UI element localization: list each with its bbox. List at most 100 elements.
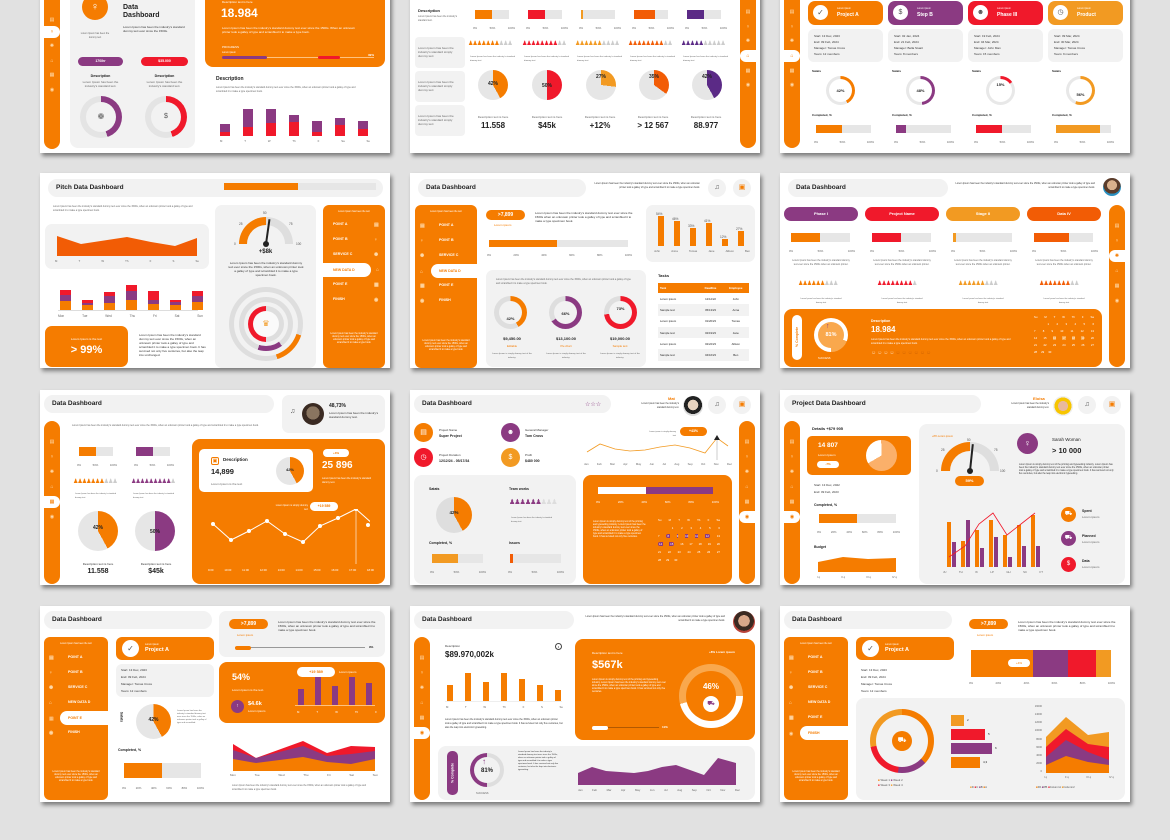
nav-selected[interactable] [40,496,60,508]
slide-data-dashboard-phases[interactable]: Data Dashboard Lorem Ipsum has been the … [780,173,1130,368]
menu-new-data-d[interactable]: ⌂ NEW DATA D [49,700,91,706]
phase-2[interactable]: Project Name [865,207,939,221]
calendar-icon[interactable]: ▦ [49,72,55,78]
trophy-icon[interactable]: ♆ [1115,238,1119,244]
menu-point-b[interactable]: ♆ POINT B [789,670,823,676]
briefcase-icon[interactable]: ⌂ [790,53,794,59]
gear-icon[interactable]: ✺ [49,43,55,49]
menu-point-e[interactable]: ▦ POINT E [789,715,823,721]
slide-data-dashboard-menu-kpi[interactable]: Data Dashboard Lorem Ipsum has been the … [40,606,390,802]
nav-selected[interactable] [410,727,430,739]
chart-icon[interactable]: ▤ [419,655,425,661]
gear-icon[interactable]: ✺ [789,469,795,475]
nav-selected[interactable] [40,26,60,38]
project-header[interactable]: ✓ Lorem ipsum Project A [856,637,954,660]
slide-description-metrics[interactable]: Description Lorem Ipsum has been the ind… [410,0,760,153]
briefcase-icon[interactable]: ⌂ [50,58,54,64]
info-icon[interactable]: • [555,643,562,650]
trophy-icon[interactable]: ♆ [745,454,749,460]
menu-finish[interactable]: ◉ FINISH [49,730,80,736]
briefcase-icon[interactable]: ⌂ [746,53,750,59]
menu-point-e[interactable]: POINT E [60,711,112,725]
briefcase-icon[interactable]: ⌂ [790,484,794,490]
menu-service-c[interactable]: ✺ SERVICE C [49,685,88,691]
phase-3[interactable]: Stage II [946,207,1020,221]
lock-icon[interactable]: ◉ [1114,298,1120,304]
expand-icon[interactable]: ▣ [733,179,751,197]
menu-point-e[interactable]: POINT E ▦ [333,282,379,288]
table-row[interactable]: Lorem ipsum 12/12/22 John [660,296,739,301]
trophy-icon[interactable]: ♆ [420,670,424,676]
menu-point-a[interactable]: ▤ POINT A [420,223,454,229]
menu-point-a[interactable]: POINT A ▤ [333,222,379,228]
gear-icon[interactable]: ✺ [1114,253,1120,259]
menu-point-b[interactable]: POINT B ♆ [333,237,378,243]
chart-icon[interactable]: ▤ [49,17,55,23]
lock-icon[interactable]: ◉ [744,514,750,520]
avatar[interactable] [683,396,703,416]
menu-point-a[interactable]: ▤ POINT A [49,655,83,661]
menu-service-c[interactable]: SERVICE C ✺ [333,252,379,258]
expand-icon[interactable]: ▣ [1103,396,1121,414]
gear-icon[interactable]: ✺ [49,469,55,475]
avatar[interactable] [733,611,755,633]
chart-icon[interactable]: ▤ [49,439,55,445]
slide-data-dashboard-revenue[interactable]: Data Dashboard Lorem Ipsum has been the … [410,606,760,802]
calendar-icon[interactable]: ▦ [419,715,425,721]
calendar-icon[interactable]: ▦ [789,499,795,505]
nav-selected[interactable] [739,511,759,523]
trophy-icon[interactable]: ♆ [746,24,750,30]
menu-point-b[interactable]: ♆ POINT B [420,238,454,244]
menu-point-b[interactable]: ♆ POINT B [49,670,83,676]
menu-finish[interactable]: ◉ FINISH [420,298,451,304]
menu-new-data-d[interactable]: NEW DATA D [323,263,371,277]
menu-finish[interactable]: FINISH ◉ [333,297,379,303]
lock-icon[interactable]: ◉ [745,82,751,88]
menu-point-e[interactable]: ▦ POINT E [420,283,454,289]
menu-service-c[interactable]: ✺ SERVICE C [420,253,459,259]
chart-icon[interactable]: ▤ [789,9,795,15]
trophy-icon[interactable]: ♆ [50,29,54,35]
calendar-icon[interactable]: ▦ [49,499,55,505]
gear-icon[interactable]: ✺ [419,685,425,691]
menu-new-data-d[interactable]: NEW DATA D [431,264,481,278]
briefcase-icon[interactable]: ⌂ [1115,268,1119,274]
slide-pitch-data-dashboard[interactable]: Pitch Data Dashboard Lorem Ipsum has bee… [40,173,390,368]
calendar-icon[interactable]: ▦ [789,68,795,74]
gear-icon[interactable]: ✺ [744,469,750,475]
gear-icon[interactable]: ✺ [745,38,751,44]
trophy-icon[interactable]: ♆ [50,454,54,460]
slide-project-cards[interactable]: ▤ ♆ ✺ ⌂ ▦ ◉ ✓ Lorem ipsum Project A Star… [780,0,1130,153]
calendar-icon[interactable]: ▦ [1114,283,1120,289]
slide-project-data-dashboard[interactable]: Project Data Dashboard Eloisa Lorem Ipsu… [780,390,1130,585]
chart-icon[interactable]: ▤ [1114,223,1120,229]
lock-icon[interactable]: ◉ [419,730,425,736]
table-row[interactable]: Lorem ipsum 01/20/23 Tomas [660,319,740,324]
avatar[interactable] [1053,396,1073,416]
star-rating[interactable]: ☆☆☆ [585,402,602,408]
calendar-icon[interactable]: ▦ [745,68,751,74]
gear-icon[interactable]: ✺ [789,38,795,44]
bell-icon[interactable]: ♫ [708,179,726,197]
nav-selected[interactable] [780,511,800,523]
briefcase-icon[interactable]: ⌂ [745,484,749,490]
trophy-icon[interactable]: ♆ [790,24,794,30]
lock-icon[interactable]: ◉ [789,82,795,88]
briefcase-icon[interactable]: ⌂ [50,484,54,490]
nav-selected[interactable] [780,50,800,62]
lock-icon[interactable]: ◉ [789,514,795,520]
calendar-icon[interactable]: ▦ [744,499,750,505]
avatar[interactable] [1103,178,1121,196]
slide-data-dashboard-tasks[interactable]: Data Dashboard Lorem Ipsum has been the … [410,173,760,368]
slide-data-dashboard-project-info[interactable]: Data Dashboard ☆☆☆ Mat Lorem Ipsum has b… [410,390,760,585]
chart-icon[interactable]: ▤ [744,439,750,445]
chart-icon[interactable]: ▤ [789,439,795,445]
bell-icon[interactable]: ♫ [290,408,296,415]
table-row[interactable]: Lorem ipsum 02/22/23 Allison [660,341,740,346]
slide-data-dashboard-charts[interactable]: Data Dashboard Lorem Ipsum has been the … [780,606,1130,802]
trophy-icon[interactable]: ♆ [790,454,794,460]
table-row[interactable]: Sample text 02/19/23 Jane [658,326,749,339]
menu-finish[interactable]: FINISH [800,726,852,740]
menu-service-c[interactable]: ✺ SERVICE C [789,685,828,691]
briefcase-icon[interactable]: ⌂ [420,700,424,706]
